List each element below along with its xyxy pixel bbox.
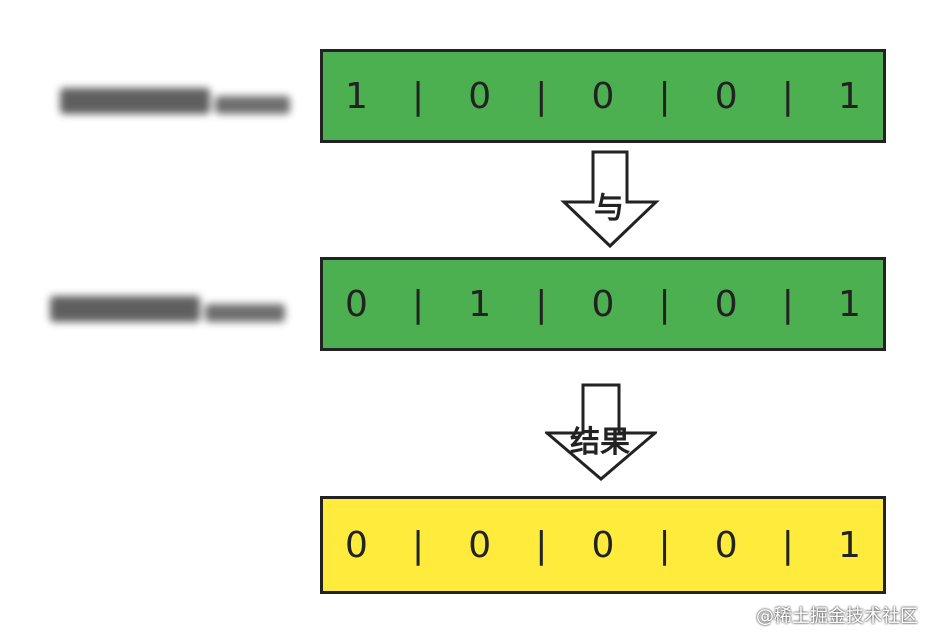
bit-value: 0 — [468, 75, 492, 117]
bit-value: 1 — [345, 75, 368, 117]
bit-value: 0 — [345, 283, 368, 325]
bit-box-1: 1 | 0 | 0 | 0 | 1 — [320, 49, 886, 143]
bit-value: 0 — [714, 524, 738, 566]
watermark: @稀土掘金技术社区 — [756, 606, 918, 627]
bit-separator: | — [412, 524, 425, 566]
bit-value: 0 — [591, 283, 615, 325]
bit-value: 0 — [468, 524, 492, 566]
bit-value: 0 — [591, 524, 615, 566]
bit-value: 1 — [837, 75, 861, 117]
bit-separator: | — [658, 75, 671, 117]
arrow-1-label: 与 — [594, 191, 624, 226]
row-1-label — [60, 80, 290, 120]
bit-value: 1 — [837, 283, 861, 325]
down-arrow-1 — [560, 150, 660, 249]
bit-separator: | — [535, 283, 548, 325]
bit-value: 1 — [837, 524, 861, 566]
bit-box-2: 0 | 1 | 0 | 0 | 1 — [320, 257, 886, 351]
bit-value: 0 — [591, 75, 615, 117]
bit-separator: | — [781, 283, 794, 325]
blurred-label-2 — [50, 296, 285, 322]
bit-separator: | — [658, 283, 671, 325]
down-arrow-2 — [545, 383, 657, 481]
bit-value: 0 — [714, 75, 738, 117]
row-2-label — [50, 288, 285, 328]
bit-separator: | — [658, 524, 671, 566]
bit-separator: | — [781, 524, 794, 566]
bit-separator: | — [412, 75, 425, 117]
blurred-label-1 — [60, 88, 290, 114]
arrow-2-label: 结果 — [570, 425, 630, 460]
bit-separator: | — [412, 283, 425, 325]
bit-value: 0 — [345, 524, 368, 566]
bit-separator: | — [535, 75, 548, 117]
bit-separator: | — [781, 75, 794, 117]
bit-separator: | — [535, 524, 548, 566]
bit-value: 1 — [468, 283, 492, 325]
bit-value: 0 — [714, 283, 738, 325]
bit-box-3: 0 | 0 | 0 | 0 | 1 — [320, 496, 886, 594]
